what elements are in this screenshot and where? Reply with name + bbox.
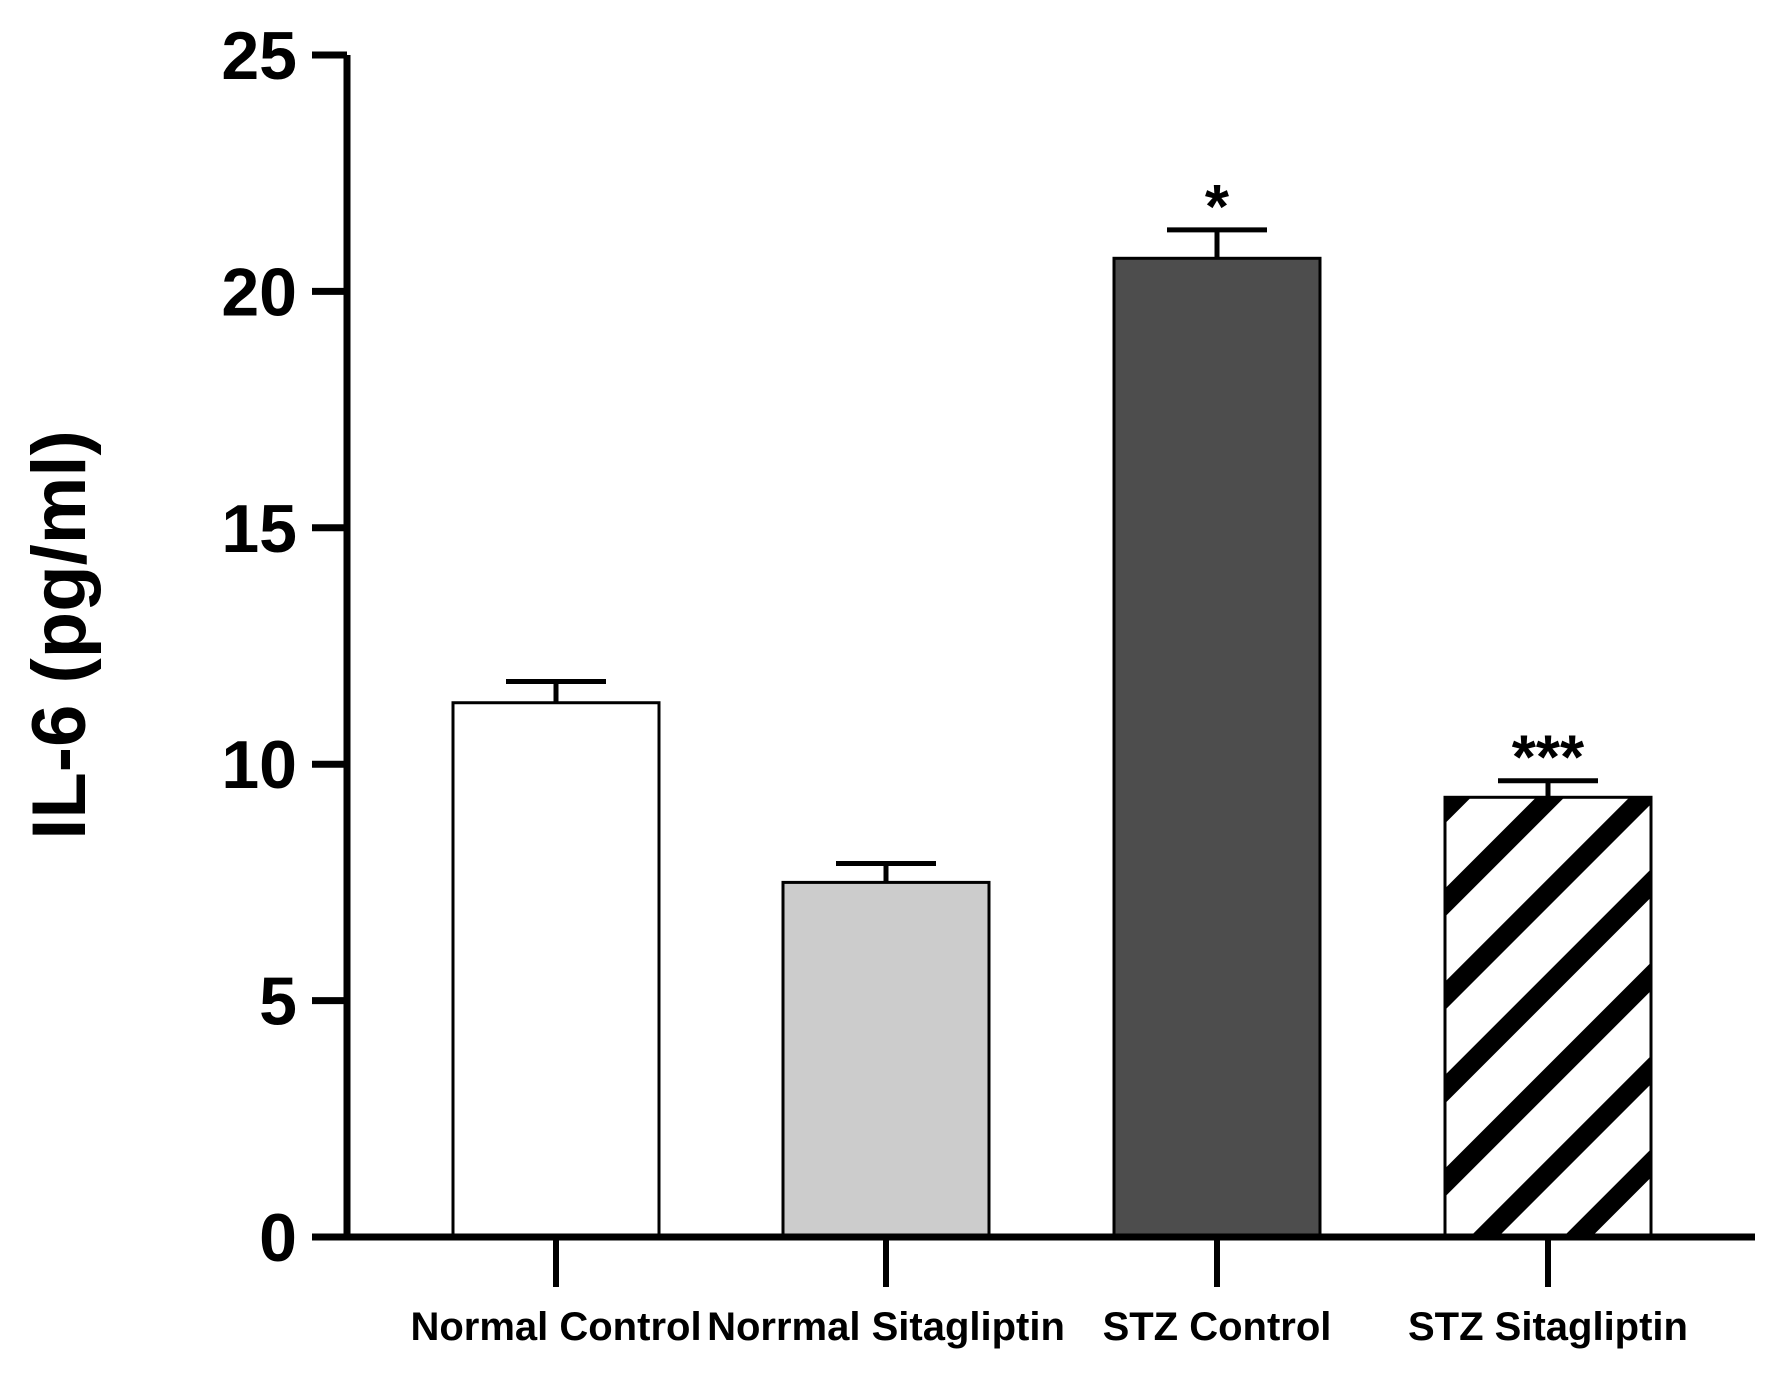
x-tick-label-3: STZ Control bbox=[1103, 1305, 1332, 1349]
x-tick-label-2: Norrmal Sitagliptin bbox=[707, 1305, 1065, 1349]
y-tick-label-0: 0 bbox=[259, 1200, 297, 1276]
bar-1 bbox=[451, 701, 661, 1239]
bar-4 bbox=[1443, 795, 1653, 1239]
bar-3 bbox=[1112, 256, 1322, 1239]
y-tick-label-15: 15 bbox=[221, 491, 297, 567]
y-tick-label-10: 10 bbox=[221, 727, 297, 803]
significance-marker-4: *** bbox=[1512, 724, 1585, 793]
significance-marker-3: * bbox=[1205, 173, 1230, 242]
x-tick-label-4: STZ Sitagliptin bbox=[1408, 1305, 1688, 1349]
x-tick-label-1: Normal Control bbox=[410, 1305, 701, 1349]
y-tick-label-20: 20 bbox=[221, 254, 297, 330]
y-tick-label-5: 5 bbox=[259, 964, 297, 1040]
y-axis-title: IL-6 (pg/ml) bbox=[17, 430, 102, 840]
bar-2 bbox=[781, 880, 991, 1239]
y-tick-label-25: 25 bbox=[221, 18, 297, 94]
